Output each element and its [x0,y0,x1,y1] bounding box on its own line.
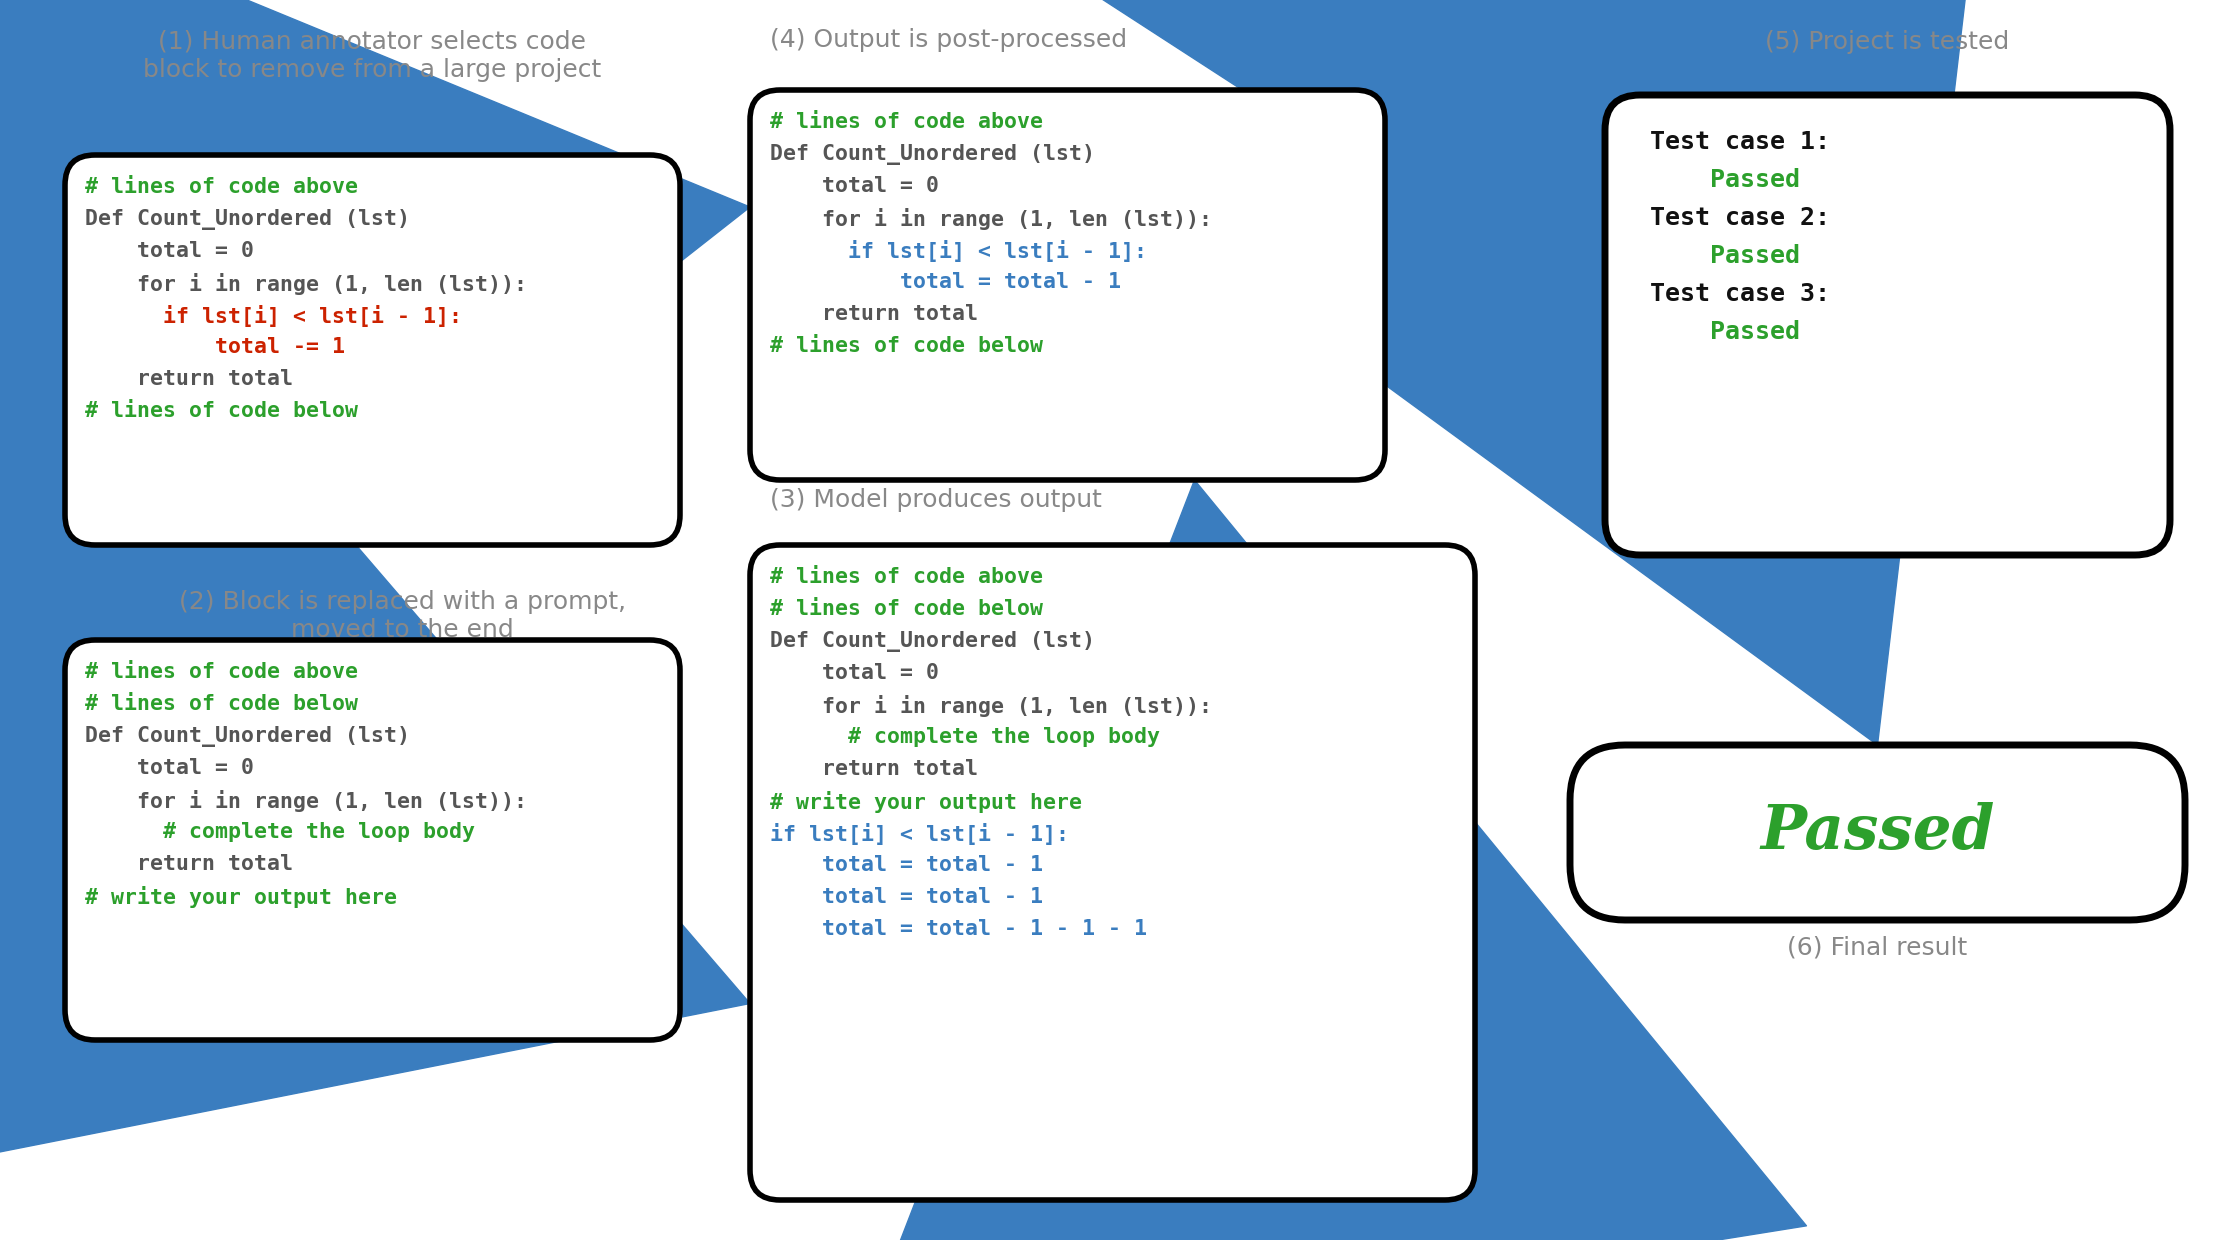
Text: for i in range (1, len (lst)):: for i in range (1, len (lst)): [770,208,1211,229]
Text: # complete the loop body: # complete the loop body [85,822,474,842]
Text: (6) Final result: (6) Final result [1787,935,1968,959]
Text: total = 0: total = 0 [770,176,939,196]
Text: return total: return total [85,854,294,874]
Text: # lines of code above: # lines of code above [770,112,1044,131]
Text: return total: return total [85,370,294,389]
Text: # lines of code below: # lines of code below [85,401,358,422]
Text: (2) Block is replaced with a prompt,
moved to the end: (2) Block is replaced with a prompt, mov… [178,590,626,642]
FancyBboxPatch shape [750,91,1385,480]
Text: (5) Project is tested: (5) Project is tested [1765,30,2010,55]
Text: # lines of code above: # lines of code above [85,177,358,197]
Text: Passed: Passed [1649,167,1801,192]
Text: if lst[i] < lst[i - 1]:: if lst[i] < lst[i - 1]: [770,241,1146,262]
Text: for i in range (1, len (lst)):: for i in range (1, len (lst)): [770,694,1211,717]
Text: Def Count_Unordered (lst): Def Count_Unordered (lst) [85,725,410,746]
Text: # lines of code above: # lines of code above [770,567,1044,587]
Text: Def Count_Unordered (lst): Def Count_Unordered (lst) [770,144,1095,165]
Text: (4) Output is post-processed: (4) Output is post-processed [770,29,1126,52]
Text: # write your output here: # write your output here [85,887,396,908]
Text: total = total - 1 - 1 - 1: total = total - 1 - 1 - 1 [770,919,1146,939]
Text: # complete the loop body: # complete the loop body [770,727,1160,746]
Text: total = 0: total = 0 [85,241,254,260]
Text: Passed: Passed [1649,320,1801,343]
FancyBboxPatch shape [750,546,1476,1200]
Text: Def Count_Unordered (lst): Def Count_Unordered (lst) [770,631,1095,652]
Text: total = 0: total = 0 [85,758,254,777]
FancyBboxPatch shape [1605,95,2170,556]
Text: for i in range (1, len (lst)):: for i in range (1, len (lst)): [85,273,528,295]
Text: Passed: Passed [1761,802,1994,863]
Text: (3) Model produces output: (3) Model produces output [770,489,1102,512]
Text: Test case 2:: Test case 2: [1649,206,1830,229]
Text: # lines of code above: # lines of code above [85,662,358,682]
Text: (1) Human annotator selects code
block to remove from a large project: (1) Human annotator selects code block t… [142,30,601,82]
Text: Passed: Passed [1649,244,1801,268]
Text: total = 0: total = 0 [770,663,939,683]
Text: # lines of code below: # lines of code below [770,599,1044,619]
FancyBboxPatch shape [65,155,679,546]
Text: total = total - 1: total = total - 1 [770,272,1122,291]
Text: Test case 1:: Test case 1: [1649,130,1830,154]
Text: # lines of code below: # lines of code below [85,694,358,714]
FancyBboxPatch shape [65,640,679,1040]
Text: if lst[i] < lst[i - 1]:: if lst[i] < lst[i - 1]: [770,823,1068,844]
Text: return total: return total [770,304,977,324]
Text: if lst[i] < lst[i - 1]:: if lst[i] < lst[i - 1]: [85,305,463,327]
Text: for i in range (1, len (lst)):: for i in range (1, len (lst)): [85,790,528,812]
Text: Def Count_Unordered (lst): Def Count_Unordered (lst) [85,210,410,229]
Text: total = total - 1: total = total - 1 [770,887,1044,906]
FancyBboxPatch shape [1569,745,2186,920]
Text: # write your output here: # write your output here [770,791,1082,813]
Text: total = total - 1: total = total - 1 [770,856,1044,875]
Text: Test case 3:: Test case 3: [1649,281,1830,306]
Text: # lines of code below: # lines of code below [770,336,1044,356]
Text: return total: return total [770,759,977,779]
Text: total -= 1: total -= 1 [85,337,345,357]
